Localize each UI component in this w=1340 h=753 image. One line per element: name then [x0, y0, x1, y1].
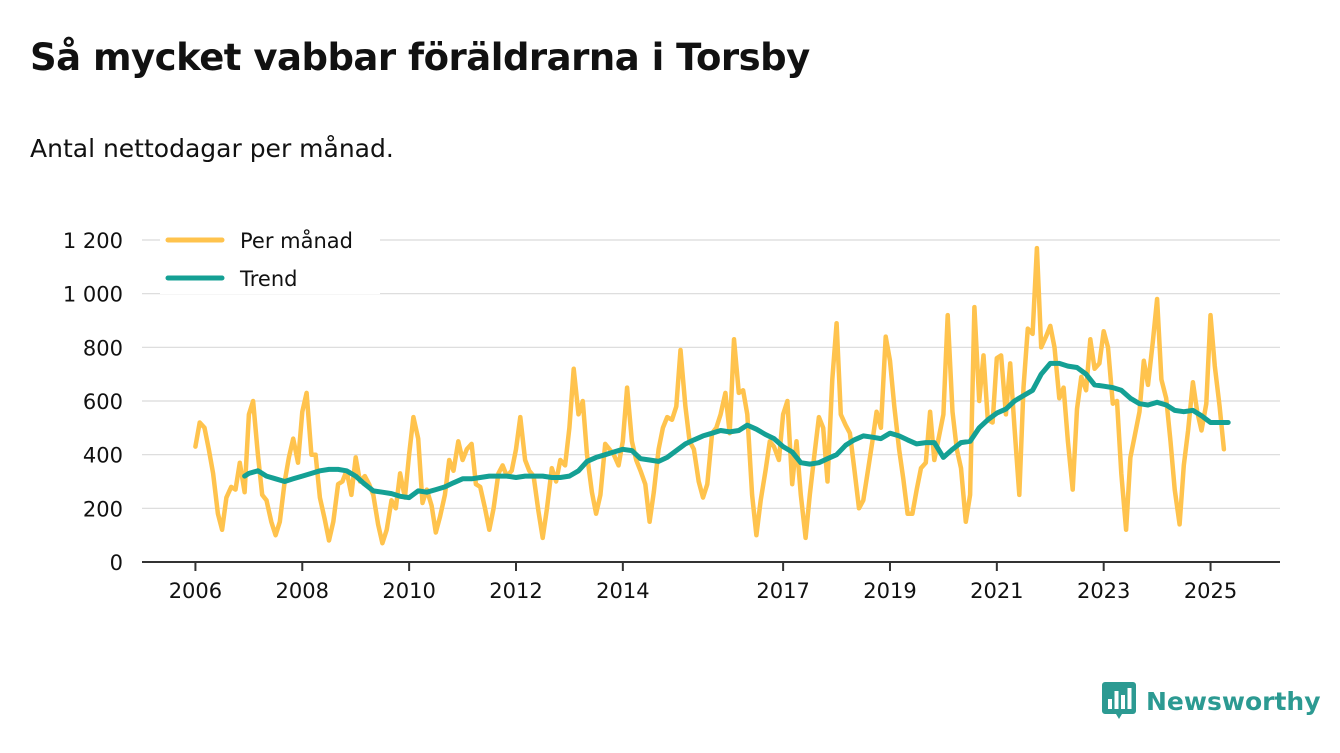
- x-tick-label: 2017: [756, 579, 809, 603]
- x-tick-label: 2021: [970, 579, 1023, 603]
- x-tick-label: 2025: [1184, 579, 1237, 603]
- y-tick-label: 0: [110, 551, 123, 575]
- data-series: [193, 245, 1231, 546]
- y-tick-label: 200: [83, 497, 123, 521]
- legend-label: Trend: [239, 267, 297, 291]
- legend: Per månad Trend: [160, 224, 380, 294]
- newsworthy-logo: Newsworthy: [1102, 682, 1321, 720]
- y-tick-label: 600: [83, 390, 123, 414]
- bar-chart-speech-bubble-icon: [1102, 682, 1136, 719]
- y-tick-label: 1 200: [63, 229, 123, 253]
- x-tick-label: 2014: [596, 579, 649, 603]
- y-tick-label: 1 000: [63, 283, 123, 307]
- x-tick-label: 2023: [1077, 579, 1130, 603]
- series-line-trend: [242, 360, 1231, 501]
- series-line-per-manad: [193, 245, 1227, 546]
- chart-subtitle: Antal nettodagar per månad.: [30, 134, 394, 163]
- x-tick-label: 2010: [382, 579, 435, 603]
- legend-label: Per månad: [240, 228, 353, 253]
- brand-name: Newsworthy: [1146, 686, 1321, 716]
- x-tick-label: 2019: [863, 579, 916, 603]
- y-tick-label: 800: [83, 336, 123, 360]
- axes: 0 200 400 600 800 1 000 1 200 2006 2008 2010 2012 2…: [63, 229, 1280, 603]
- x-tick-label: 2006: [169, 579, 222, 603]
- x-tick-label: 2008: [276, 579, 329, 603]
- chart-title: Så mycket vabbar föräldrarna i Torsby: [30, 36, 810, 79]
- legend-background: [160, 224, 380, 294]
- y-tick-label: 400: [83, 444, 123, 468]
- x-tick-label: 2012: [489, 579, 542, 603]
